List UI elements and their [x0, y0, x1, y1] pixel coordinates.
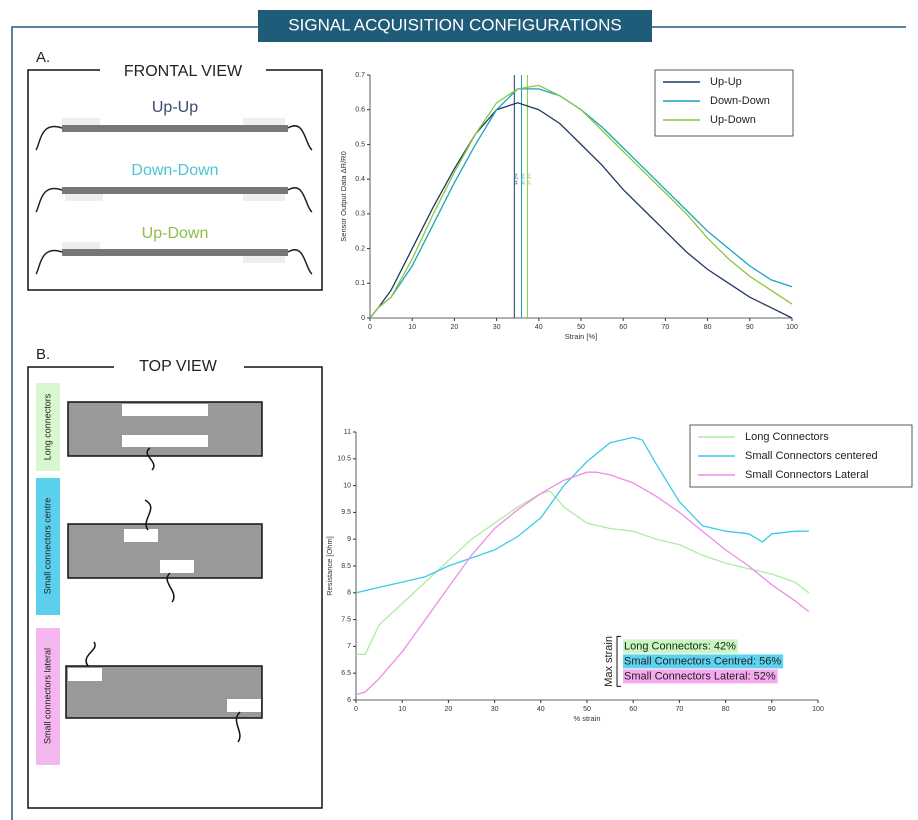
panel-title: FRONTAL VIEW	[124, 63, 243, 80]
frontal-diagrams	[36, 118, 312, 274]
marker-label: 35.9%	[521, 173, 526, 185]
annotation: Small Connectors Centred: 56%	[624, 655, 781, 667]
y-tick-label: 0.5	[355, 141, 365, 148]
top-diagrams	[66, 402, 262, 742]
legend-label: Small Connectors centered	[745, 450, 878, 462]
x-tick-label: 60	[629, 706, 637, 713]
annotation: Long Connectors: 42%	[624, 640, 736, 652]
y-tick-label: 0	[361, 315, 365, 322]
marker-label: 34.2%	[513, 173, 518, 185]
y-tick-label: 0.3	[355, 211, 365, 218]
y-axis-label: Resistance [Ohm]	[325, 536, 334, 596]
y-tick-label: 0.7	[355, 72, 365, 79]
config-label: Up-Up	[152, 99, 198, 116]
x-tick-label: 100	[786, 324, 798, 331]
legend-label: Up-Down	[710, 114, 756, 126]
x-tick-label: 40	[537, 706, 545, 713]
legend-label: Down-Down	[710, 95, 770, 107]
y-tick-label: 8	[347, 590, 351, 597]
x-tick-label: 40	[535, 324, 543, 331]
x-tick-label: 80	[722, 706, 730, 713]
series-line	[356, 491, 809, 654]
x-tick-label: 70	[676, 706, 684, 713]
config-label: Small connectors lateral	[42, 648, 52, 744]
x-tick-label: 0	[354, 706, 358, 713]
panel-title: TOP VIEW	[139, 358, 218, 375]
x-tick-label: 50	[577, 324, 585, 331]
y-tick-label: 9.5	[341, 509, 351, 516]
y-tick-label: 7	[347, 643, 351, 650]
x-tick-label: 20	[445, 706, 453, 713]
y-tick-label: 8.5	[341, 563, 351, 570]
y-tick-label: 0.6	[355, 107, 365, 114]
x-tick-label: 70	[662, 324, 670, 331]
x-tick-label: 30	[491, 706, 499, 713]
bracket	[617, 636, 621, 686]
y-tick-label: 6.5	[341, 670, 351, 677]
y-tick-label: 11	[344, 429, 351, 436]
x-tick-label: 10	[398, 706, 406, 713]
legend-label: Up-Up	[710, 76, 742, 88]
x-tick-label: 90	[746, 324, 754, 331]
legend-label: Small Connectors Lateral	[745, 469, 869, 481]
config-label: Small connectors centre	[42, 498, 52, 595]
x-tick-label: 80	[704, 324, 712, 331]
y-tick-label: 0.4	[355, 176, 365, 183]
y-tick-label: 0.2	[355, 245, 365, 252]
x-tick-label: 0	[368, 324, 372, 331]
y-tick-label: 10.5	[337, 456, 351, 463]
x-tick-label: 30	[493, 324, 501, 331]
x-tick-label: 10	[408, 324, 416, 331]
x-tick-label: 100	[812, 706, 824, 713]
y-axis-label: Sensor Output Data ΔR/R0	[339, 151, 348, 241]
annotation: Small Connectors Lateral: 52%	[624, 670, 776, 682]
y-tick-label: 10	[343, 482, 351, 489]
panel-letter: A.	[36, 49, 50, 66]
config-label: Long connectors	[42, 393, 52, 460]
marker-label: 37.3%	[526, 173, 531, 185]
config-label: Up-Down	[142, 225, 209, 242]
x-axis-label: Strain [%]	[565, 332, 598, 341]
x-tick-label: 90	[768, 706, 776, 713]
y-tick-label: 7.5	[341, 616, 351, 623]
y-tick-label: 9	[347, 536, 351, 543]
x-axis-label: % strain	[573, 714, 600, 723]
x-tick-label: 60	[619, 324, 627, 331]
panel-letter: B.	[36, 346, 50, 363]
y-tick-label: 0.1	[355, 280, 365, 287]
figure: SIGNAL ACQUISITION CONFIGURATIONS A. FRO…	[0, 0, 918, 820]
x-tick-label: 50	[583, 706, 591, 713]
x-tick-label: 20	[451, 324, 459, 331]
header-title: SIGNAL ACQUISITION CONFIGURATIONS	[288, 15, 621, 34]
legend-label: Long Connectors	[745, 431, 829, 443]
annotation-title: Max strain	[603, 636, 615, 687]
config-label: Down-Down	[131, 162, 218, 179]
y-tick-label: 6	[347, 697, 351, 704]
